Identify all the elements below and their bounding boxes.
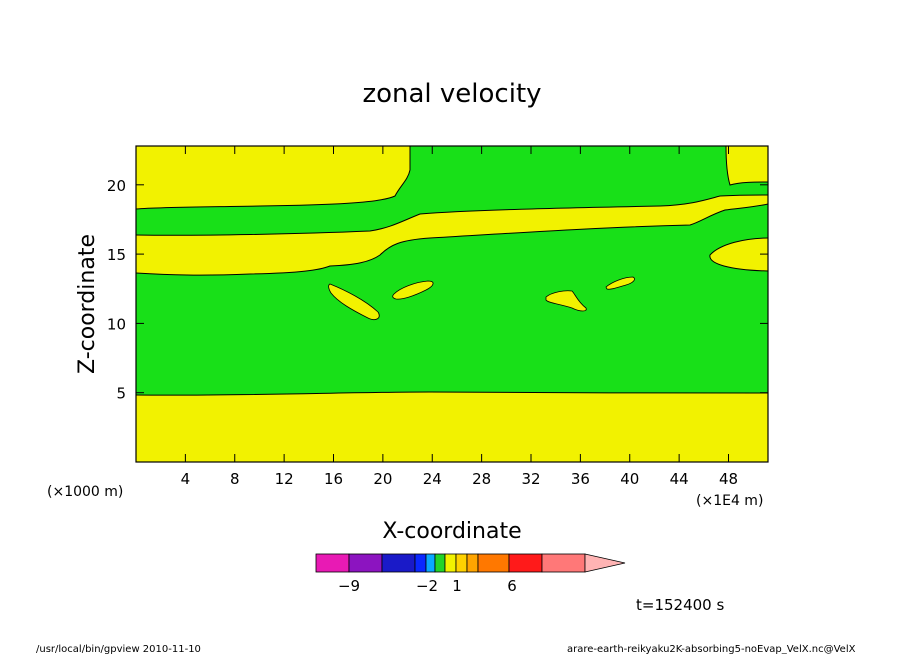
colorbar-cell [434,553,446,573]
x-axis: 4 8 12 16 20 24 28 32 36 40 44 48 [181,146,738,488]
colorbar-cell [466,553,479,573]
colorbar-cell [315,553,350,573]
contour-cell-2 [392,280,434,300]
x-tick-label: 12 [275,470,294,488]
x-tick-label: 8 [230,470,240,488]
footer-left: /usr/local/bin/gpview 2010-11-10 [36,644,201,654]
contour-region-top-left [136,146,410,209]
plot-area [135,145,769,463]
contour-line-4 [135,146,411,210]
colorbar-cell [425,553,436,573]
contour-band-middle [136,195,768,276]
chart-title: zonal velocity [362,79,541,109]
footer-right: arare-earth-reikyaku2K-absorbing5-noEvap… [567,644,856,654]
contour-line-3 [135,203,769,276]
colorbar-cell [444,553,457,573]
contour-cell-4 [605,276,635,290]
x-tick-label: 4 [181,470,191,488]
contour-line-5 [725,145,769,186]
x-axis-label: X-coordinate [382,519,521,544]
colorbar-cell [508,553,543,573]
y-tick-label: 20 [107,177,126,195]
contour-line-2 [135,194,769,236]
colorbar-cell [381,553,416,573]
colorbar [315,553,626,573]
colorbar-tick-label: −9 [338,577,360,595]
y-axis: 5 10 15 20 [107,177,768,403]
contour-line-1 [135,391,769,396]
contour-region-top-right [726,146,768,185]
contour-cell-1 [328,283,380,320]
y-tick-label: 15 [107,246,126,264]
x-tick-label: 44 [670,470,689,488]
colorbar-arrow [584,553,626,573]
contour-cell-3 [545,290,587,312]
colorbar-cell [477,553,510,573]
colorbar-cell [455,553,468,573]
colorbar-tick-label: 6 [507,577,517,595]
x-tick-label: 24 [423,470,442,488]
x-tick-label: 48 [719,470,738,488]
colorbar-tick-label: −2 [416,577,438,595]
x-unit-left: (×1000 m) [47,484,123,500]
plot-frame [135,145,769,463]
colorbar-cell [348,553,383,573]
contour-lobe-right [709,238,768,271]
contour-lines [135,145,769,396]
y-tick-label: 10 [107,315,126,333]
colorbar-cell [414,553,427,573]
contour-line-6 [709,237,769,272]
time-label: t=152400 s [636,596,724,614]
x-tick-label: 36 [571,470,590,488]
y-tick-label: 5 [116,385,126,403]
x-tick-label: 32 [521,470,540,488]
colorbar-ticks: −9 −2 1 6 [338,577,517,595]
contour-band-bottom [136,392,768,462]
x-unit-right: (×1E4 m) [696,493,763,509]
x-tick-label: 40 [620,470,639,488]
x-tick-label: 16 [324,470,343,488]
x-tick-label: 20 [373,470,392,488]
colorbar-tick-label: 1 [452,577,462,595]
y-axis-label: Z-coordinate [75,234,100,374]
x-tick-label: 28 [472,470,491,488]
colorbar-cell [541,553,586,573]
